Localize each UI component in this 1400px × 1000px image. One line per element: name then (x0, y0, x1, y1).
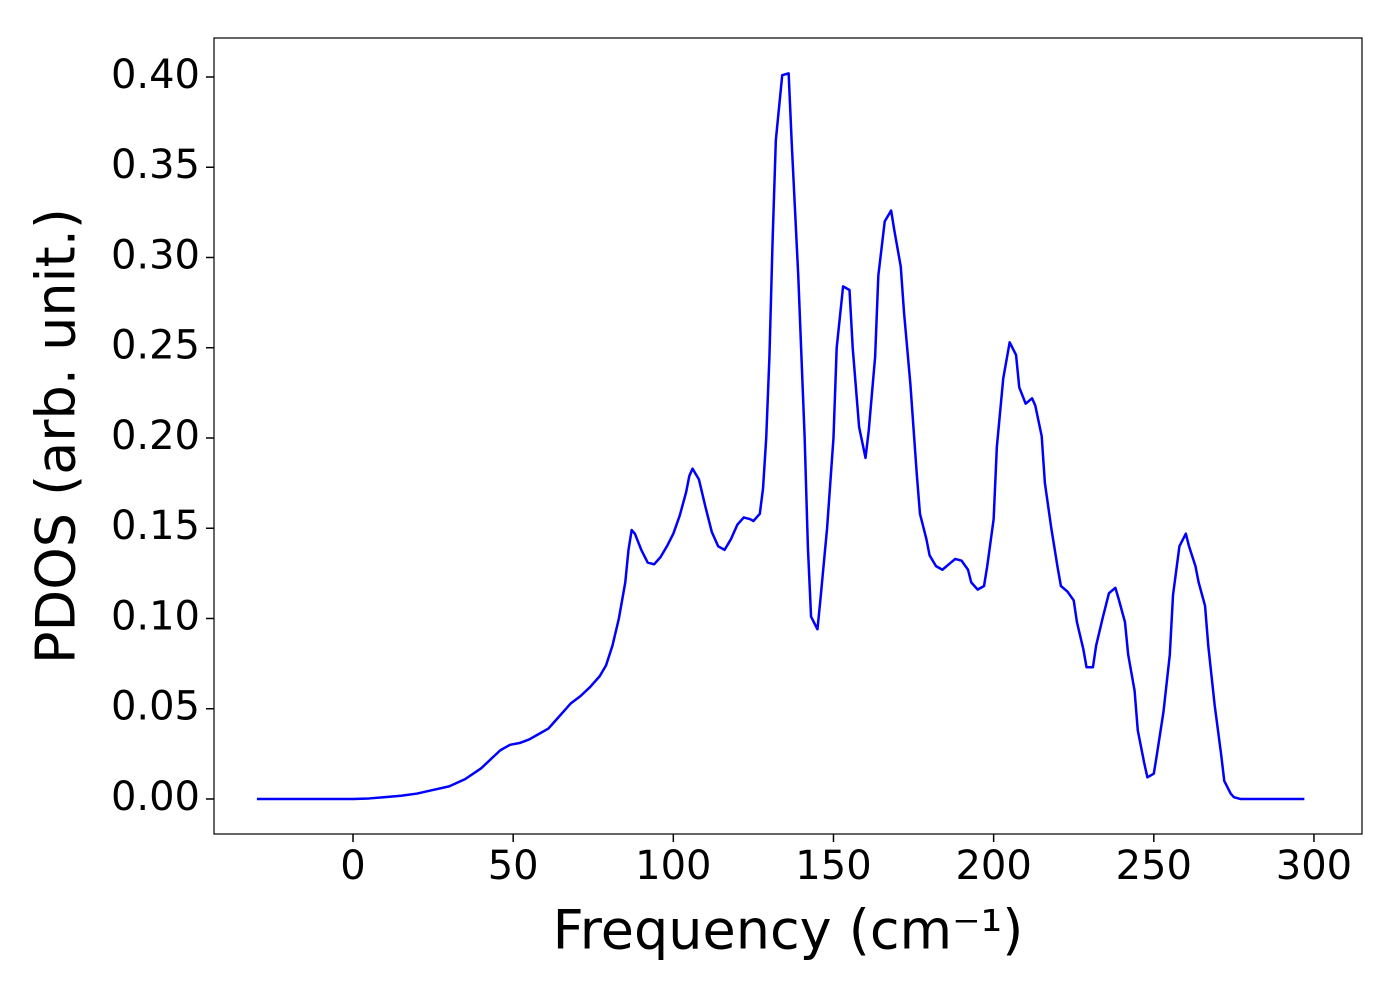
y-tick-label: 0.25 (111, 323, 200, 369)
data-line (256, 72, 1305, 801)
y-tick-label: 0.40 (111, 52, 200, 98)
x-tick-label: 100 (635, 843, 711, 889)
x-tick-label: 150 (795, 843, 871, 889)
plot-frame (213, 37, 1363, 835)
y-tick-label: 0.05 (111, 684, 200, 730)
x-tick-label: 300 (1276, 843, 1352, 889)
y-tick-label: 0.10 (111, 593, 200, 639)
y-tick-label: 0.30 (111, 232, 200, 278)
x-tick-label: 50 (488, 843, 539, 889)
y-tick-label: 0.00 (111, 774, 200, 820)
x-tick-label: 200 (955, 843, 1031, 889)
y-tick-label: 0.15 (111, 503, 200, 549)
y-tick-label: 0.20 (111, 413, 200, 459)
y-tick-label: 0.35 (111, 142, 200, 188)
y-axis-label: PDOS (arb. unit.) (25, 208, 88, 664)
x-tick-label: 250 (1116, 843, 1192, 889)
x-axis-label: Frequency (cm⁻¹) (553, 899, 1024, 962)
x-tick-label: 0 (340, 843, 365, 889)
